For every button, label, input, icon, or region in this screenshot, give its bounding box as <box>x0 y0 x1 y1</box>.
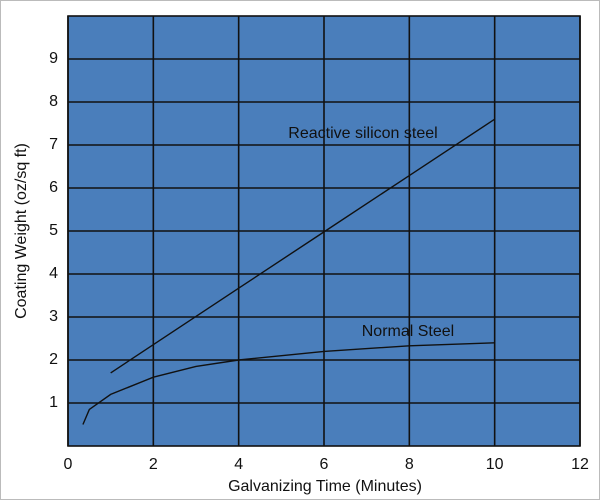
x-axis-label: Galvanizing Time (Minutes) <box>228 478 422 495</box>
x-tick-label: 8 <box>405 456 414 473</box>
line <box>82 342 495 425</box>
y-tick-label: 6 <box>49 179 58 196</box>
y-tick-label: 5 <box>49 222 58 239</box>
y-tick-label: 7 <box>49 136 58 153</box>
x-tick-label: 0 <box>64 456 73 473</box>
plot-border <box>67 15 581 447</box>
y-tick-label: 8 <box>49 93 58 110</box>
series-label: Normal Steel <box>362 323 454 340</box>
y-tick-label: 1 <box>49 394 58 411</box>
x-tick-label: 12 <box>571 456 589 473</box>
y-tick-label: 4 <box>49 265 58 282</box>
x-tick-label: 10 <box>486 456 504 473</box>
series-label: Reactive silicon steel <box>288 125 437 142</box>
y-tick-label: 9 <box>49 50 58 67</box>
y-axis-label: Coating Weight (oz/sq ft) <box>13 143 30 319</box>
y-tick-label: 2 <box>49 351 58 368</box>
x-tick-label: 6 <box>320 456 329 473</box>
x-tick-label: 2 <box>149 456 158 473</box>
x-tick-label: 4 <box>234 456 243 473</box>
line <box>110 118 496 374</box>
y-tick-label: 3 <box>49 308 58 325</box>
